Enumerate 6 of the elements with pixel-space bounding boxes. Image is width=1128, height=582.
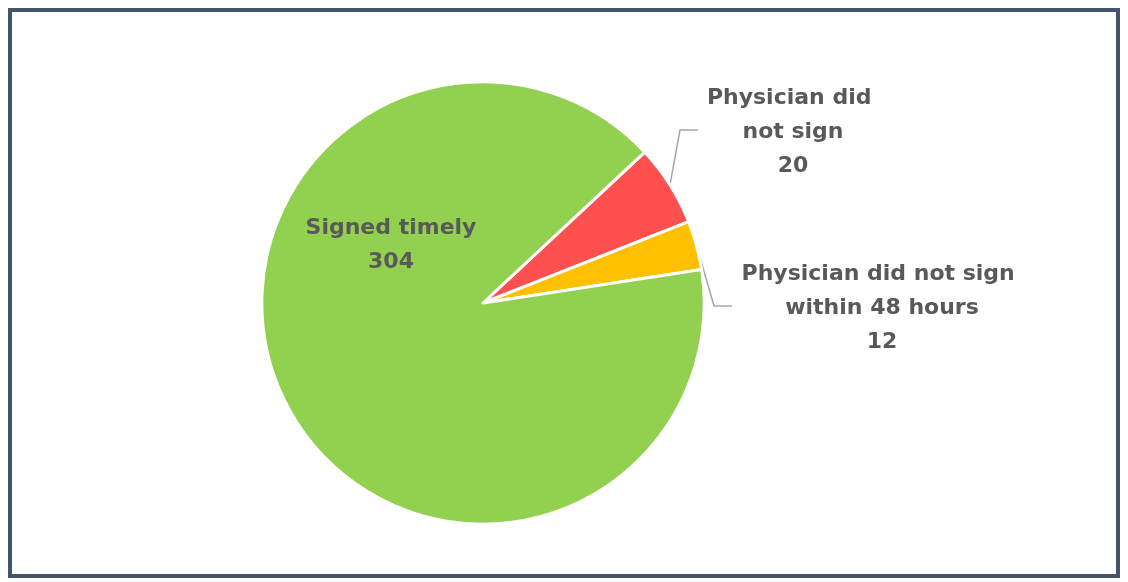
slice-label: Physician did not sign within 48 hours — [741, 259, 1023, 319]
data-label: 20 — [777, 151, 809, 177]
slice-label: Signed timely — [305, 213, 477, 239]
data-label: 304 — [368, 247, 414, 273]
slice-label: Physician did not sign — [706, 83, 880, 143]
data-label: 12 — [866, 327, 898, 353]
